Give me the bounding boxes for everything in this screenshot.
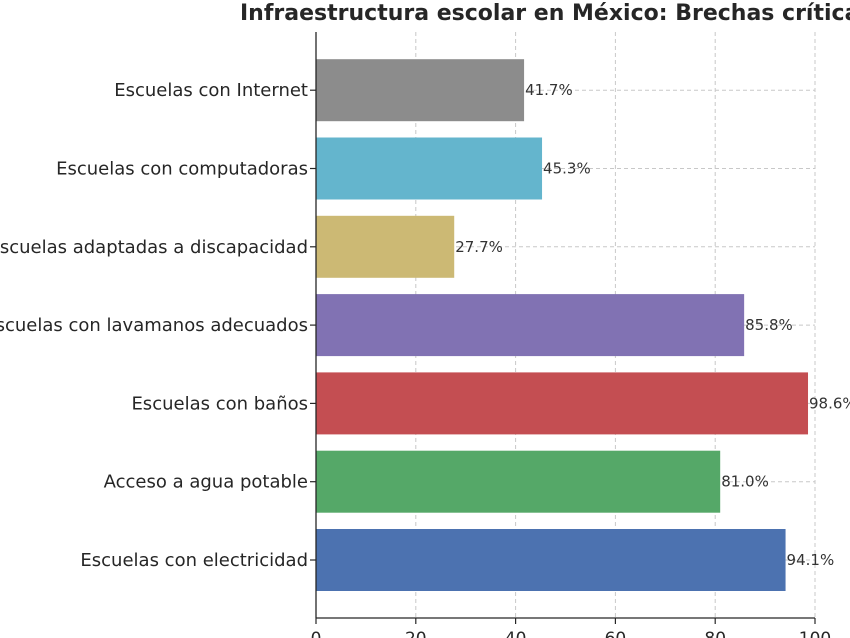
chart-title: Infraestructura escolar en México: Brech… <box>240 1 850 26</box>
x-tick-label: 100 <box>799 629 831 638</box>
x-tick-label: 60 <box>605 629 627 638</box>
category-label: Escuelas con baños <box>131 393 308 414</box>
x-tick-label: 0 <box>311 629 322 638</box>
category-label: Escuelas con computadoras <box>56 159 308 180</box>
bar <box>316 294 745 357</box>
category-label: Acceso a agua potable <box>104 472 308 493</box>
bar <box>316 450 721 513</box>
x-tick-label: 80 <box>704 629 726 638</box>
bar <box>316 137 543 200</box>
category-label: Escuelas con lavamanos adecuados <box>0 315 308 336</box>
axes <box>310 32 816 624</box>
bar <box>316 59 525 122</box>
bar <box>316 215 455 278</box>
labels: 0 20 40 60 80 100 Escuelas con electricidad 94.… <box>0 80 850 638</box>
bar <box>316 529 786 591</box>
value-label: 94.1% <box>787 551 835 569</box>
category-label: Escuelas con electricidad <box>80 550 308 571</box>
category-label: Escuelas adaptadas a discapacidad <box>0 237 308 258</box>
value-label: 85.8% <box>745 316 793 334</box>
category-label: Escuelas con Internet <box>114 80 308 101</box>
value-label: 41.7% <box>525 81 573 99</box>
x-tick-label: 40 <box>505 629 527 638</box>
bar <box>316 372 809 435</box>
value-label: 81.0% <box>721 473 769 491</box>
value-label: 98.6% <box>809 394 850 412</box>
bars <box>316 59 809 591</box>
x-tick-label: 20 <box>405 629 427 638</box>
value-label: 45.3% <box>543 160 591 178</box>
value-label: 27.7% <box>455 238 503 256</box>
